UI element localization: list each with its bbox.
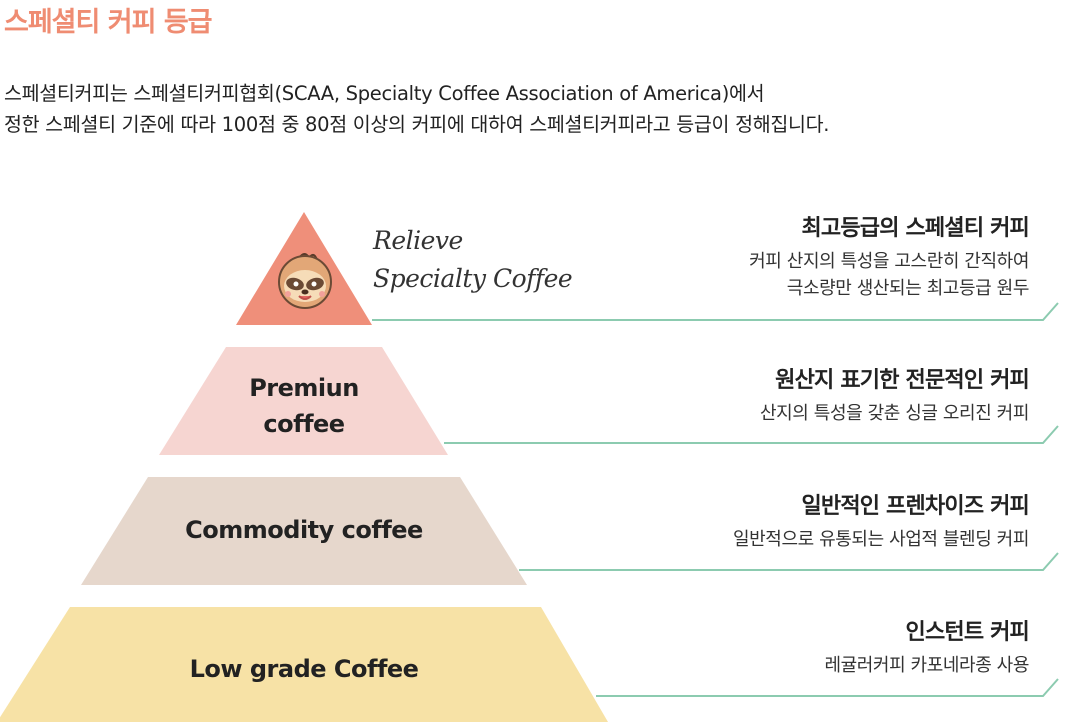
logo-script: Relieve Specialty Coffee	[373, 222, 573, 298]
tier-4-heading: 인스턴트 커피	[905, 620, 1030, 645]
tier-2-label: Premiun coffee	[204, 370, 404, 442]
tier-2-heading: 원산지 표기한 전문적인 커피	[775, 368, 1030, 393]
tier-3-description: 일반적인 프렌차이즈 커피 일반적으로 유통되는 사업적 블렌딩 커피	[732, 488, 1030, 553]
tier-3-connector	[519, 552, 1059, 571]
tier-2-description: 원산지 표기한 전문적인 커피 산지의 특성을 갖춘 싱글 오리진 커피	[759, 362, 1030, 427]
intro-paragraph: 스페셜티커피는 스페셜티커피협회(SCAA, Specialty Coffee …	[4, 78, 1064, 140]
logo-line-1: Relieve	[373, 226, 463, 255]
tier-4-desc-line-1: 레귤러커피 카포네라종 사용	[824, 655, 1029, 676]
intro-line-2: 정한 스페셜티 기준에 따라 100점 중 80점 이상의 커피에 대하여 스페…	[4, 113, 830, 136]
tier-2-desc-line-1: 산지의 특성을 갖춘 싱글 오리진 커피	[759, 403, 1029, 424]
tier-1-desc-line-2: 극소량만 생산되는 최고등급 원두	[786, 278, 1030, 299]
tier-1-heading: 최고등급의 스페셜티 커피	[801, 216, 1029, 241]
tier-3-desc-line-1: 일반적으로 유통되는 사업적 블렌딩 커피	[732, 529, 1029, 550]
tier-1-description: 최고등급의 스페셜티 커피 커피 산지의 특성을 고스란히 간직하여 극소량만 …	[749, 210, 1030, 302]
tier-4-shape	[0, 607, 608, 722]
tier-1-connector	[372, 302, 1059, 321]
tier-2-label-line-1: Premiun	[249, 374, 359, 402]
tier-2-connector	[444, 425, 1059, 444]
tier-1-desc-line-1: 커피 산지의 특성을 고스란히 간직하여	[749, 251, 1029, 272]
logo-line-2: Specialty Coffee	[373, 264, 573, 293]
tier-4-label: Low grade Coffee	[189, 655, 419, 683]
sloth-face-icon	[278, 253, 332, 309]
tier-4-description: 인스턴트 커피 레귤러커피 카포네라종 사용	[824, 614, 1029, 679]
tier-2-label-line-2: coffee	[263, 410, 345, 438]
intro-line-1: 스페셜티커피는 스페셜티커피협회(SCAA, Specialty Coffee …	[4, 82, 765, 105]
tier-4-connector	[596, 678, 1059, 697]
tier-2-shape	[159, 347, 448, 455]
page-title: 스페셜티 커피 등급	[4, 7, 213, 38]
tier-3-shape	[81, 477, 527, 585]
tier-3-heading: 일반적인 프렌차이즈 커피	[801, 494, 1029, 519]
tier-3-label: Commodity coffee	[185, 516, 423, 544]
